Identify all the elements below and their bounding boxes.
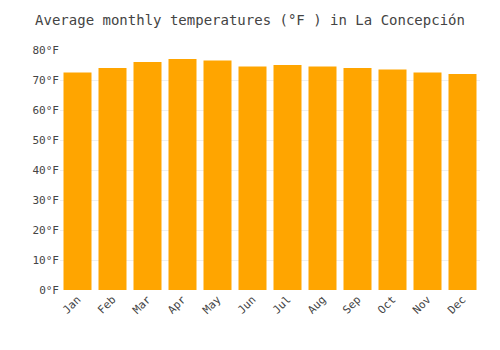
- svg-text:50°F: 50°F: [33, 134, 60, 147]
- svg-text:20°F: 20°F: [33, 224, 60, 237]
- svg-text:Sep: Sep: [340, 293, 363, 316]
- svg-text:80°F: 80°F: [33, 44, 60, 57]
- svg-text:Feb: Feb: [95, 293, 118, 316]
- svg-text:Jan: Jan: [60, 293, 83, 316]
- svg-text:70°F: 70°F: [33, 74, 60, 87]
- svg-text:Jul: Jul: [270, 293, 293, 316]
- svg-text:60°F: 60°F: [33, 104, 60, 117]
- svg-text:Apr: Apr: [165, 293, 189, 317]
- svg-text:10°F: 10°F: [33, 254, 60, 267]
- svg-text:Oct: Oct: [375, 293, 398, 316]
- svg-text:Aug: Aug: [305, 293, 328, 316]
- svg-text:40°F: 40°F: [33, 164, 60, 177]
- svg-text:Nov: Nov: [410, 293, 434, 317]
- svg-text:May: May: [200, 293, 224, 317]
- svg-text:Mar: Mar: [130, 293, 154, 317]
- svg-text:Dec: Dec: [445, 293, 468, 316]
- svg-text:30°F: 30°F: [33, 194, 60, 207]
- svg-text:Average monthly temperatures (: Average monthly temperatures (°F ) in La…: [35, 12, 465, 28]
- svg-text:0°F: 0°F: [39, 284, 59, 297]
- svg-text:Jun: Jun: [235, 293, 258, 316]
